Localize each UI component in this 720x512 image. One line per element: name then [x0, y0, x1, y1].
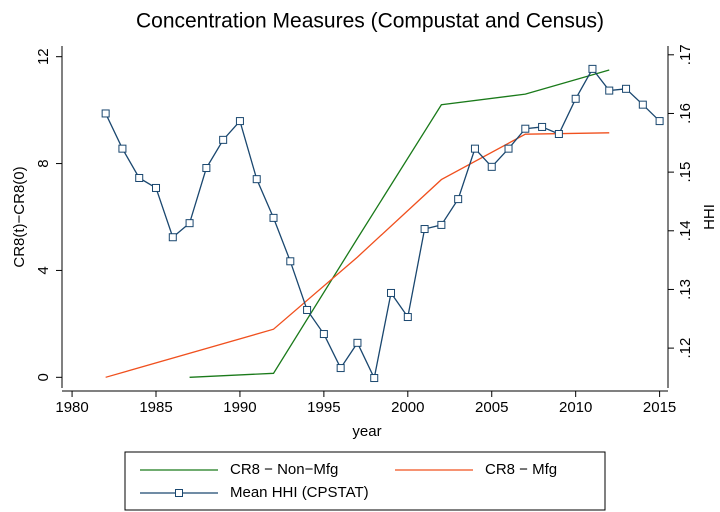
legend-marker	[175, 489, 183, 497]
data-point	[504, 144, 513, 153]
data-point	[286, 257, 295, 266]
legend-label: CR8 − Non−Mfg	[230, 461, 338, 478]
data-point	[303, 305, 312, 314]
data-point	[454, 195, 463, 204]
series-line	[189, 69, 610, 378]
series-line	[105, 67, 661, 381]
x-tick-label: 2000	[391, 399, 424, 416]
data-point	[538, 122, 547, 131]
y2-axis-title: HHI	[701, 204, 718, 230]
x-tick-label: 1985	[139, 399, 172, 416]
data-point	[487, 162, 496, 171]
y-axis-title: CR8(t)−CR8(0)	[11, 166, 28, 267]
data-point	[605, 86, 614, 95]
y-tick-label: 0	[35, 373, 52, 381]
data-point	[437, 220, 446, 229]
data-point	[387, 288, 396, 297]
y2-tick-label: .12	[677, 338, 694, 359]
data-point	[118, 144, 127, 153]
data-point	[202, 164, 211, 173]
data-point	[185, 219, 194, 228]
x-axis-title: year	[352, 423, 381, 440]
data-point	[521, 124, 530, 133]
y2-tick-label: .16	[677, 103, 694, 124]
data-point	[403, 313, 412, 322]
data-point	[152, 183, 161, 192]
data-point	[420, 225, 429, 234]
legend-box	[124, 451, 606, 511]
data-point	[588, 64, 597, 73]
data-point	[235, 117, 244, 126]
data-point	[571, 94, 580, 103]
x-tick-label: 2010	[559, 399, 592, 416]
x-tick-label: 1990	[223, 399, 256, 416]
data-point	[370, 374, 379, 383]
x-tick-label: 1995	[307, 399, 340, 416]
y-tick-label: 12	[35, 48, 52, 65]
y2-tick-label: .15	[677, 162, 694, 183]
y2-tick-label: .17	[677, 44, 694, 65]
data-point	[269, 213, 278, 222]
data-point	[622, 84, 631, 93]
legend-label: CR8 − Mfg	[485, 461, 557, 478]
y-tick-label: 4	[35, 266, 52, 274]
data-point	[470, 144, 479, 153]
data-point	[554, 129, 563, 138]
y-tick-label: 8	[35, 159, 52, 167]
legend-label: Mean HHI (CPSTAT)	[230, 484, 369, 501]
data-point	[336, 364, 345, 373]
x-tick-label: 2005	[475, 399, 508, 416]
data-point	[252, 175, 261, 184]
data-point	[219, 135, 228, 144]
data-point	[168, 233, 177, 242]
x-tick-label: 1980	[55, 399, 88, 416]
data-point	[638, 100, 647, 109]
data-point	[319, 330, 328, 339]
y2-tick-label: .14	[677, 220, 694, 241]
x-tick-label: 2015	[643, 399, 676, 416]
series-line	[105, 132, 610, 378]
data-point	[655, 117, 664, 126]
y2-tick-label: .13	[677, 279, 694, 300]
data-point	[353, 338, 362, 347]
data-point	[101, 109, 110, 118]
chart-title: Concentration Measures (Compustat and Ce…	[136, 10, 604, 33]
data-point	[135, 173, 144, 182]
